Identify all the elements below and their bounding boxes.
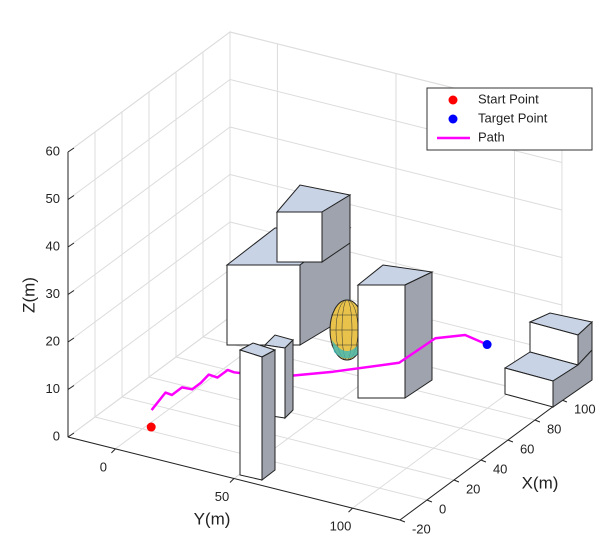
legend-label: Target Point [478,110,548,125]
x-tick [400,520,405,522]
x-tick [481,460,486,462]
y-tick [111,449,115,453]
box-side [405,272,432,398]
box-side [285,340,293,418]
y-axis-label: Y(m) [194,509,231,528]
x-tick [535,420,540,422]
x-tick-label: 100 [574,401,596,416]
z-tick-label: 10 [46,381,60,396]
box-front [240,350,262,480]
box-front [358,285,405,398]
y-tick [230,479,234,483]
chart: 0 10 20 30 40 50 60 0 50 100 -20 0 20 40 60 80 100 [0,0,604,541]
x-tick [508,440,513,442]
z-axis-label: Z(m) [19,277,38,313]
x-tick-label: 60 [520,441,534,456]
z-tick-label: 20 [46,333,60,348]
y-tick [349,508,353,512]
z-tick-label: 60 [46,143,60,158]
x-tick [454,480,459,482]
legend-swatch [449,115,458,124]
box-front [227,265,300,345]
z-tick-label: 40 [46,238,60,253]
x-tick [427,500,432,502]
legend-label: Start Point [478,91,539,106]
x-tick-label: 80 [547,421,561,436]
y-tick-label: 0 [100,459,107,474]
legend-swatch [449,96,458,105]
point-marker [483,340,492,349]
box-front [277,212,322,262]
z-tick-label: 50 [46,191,60,206]
y-tick-label: 50 [215,489,229,504]
x-tick-label: -20 [412,521,431,536]
z-tick-label: 30 [46,286,60,301]
legend-label: Path [478,129,505,144]
x-axis-label: X(m) [522,473,559,492]
x-tick-label: 0 [439,501,446,516]
box-side [262,350,275,480]
y-tick-label: 100 [330,519,352,534]
z-tick-label: 0 [53,428,60,443]
x-tick-label: 40 [493,461,507,476]
point-marker [147,423,156,432]
legend: Start Point Target Point Path [427,88,592,150]
x-tick-label: 20 [466,481,480,496]
